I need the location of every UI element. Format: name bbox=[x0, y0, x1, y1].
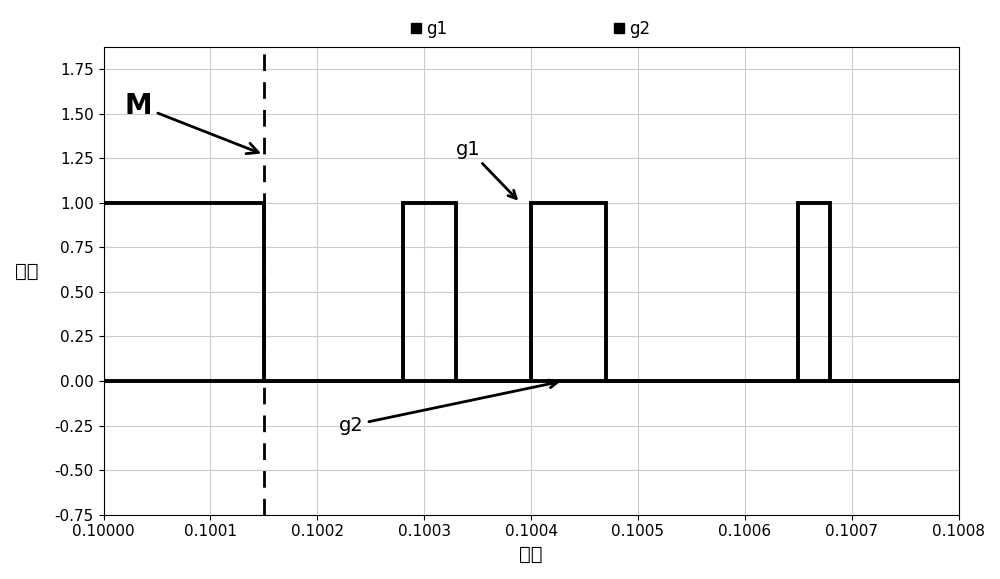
Text: g2: g2 bbox=[339, 380, 557, 435]
Y-axis label: 脉冲: 脉冲 bbox=[15, 262, 39, 281]
Text: M: M bbox=[125, 91, 258, 153]
Legend: g1, g2: g1, g2 bbox=[405, 13, 657, 45]
X-axis label: 时间: 时间 bbox=[519, 545, 543, 564]
Text: g1: g1 bbox=[456, 140, 516, 199]
